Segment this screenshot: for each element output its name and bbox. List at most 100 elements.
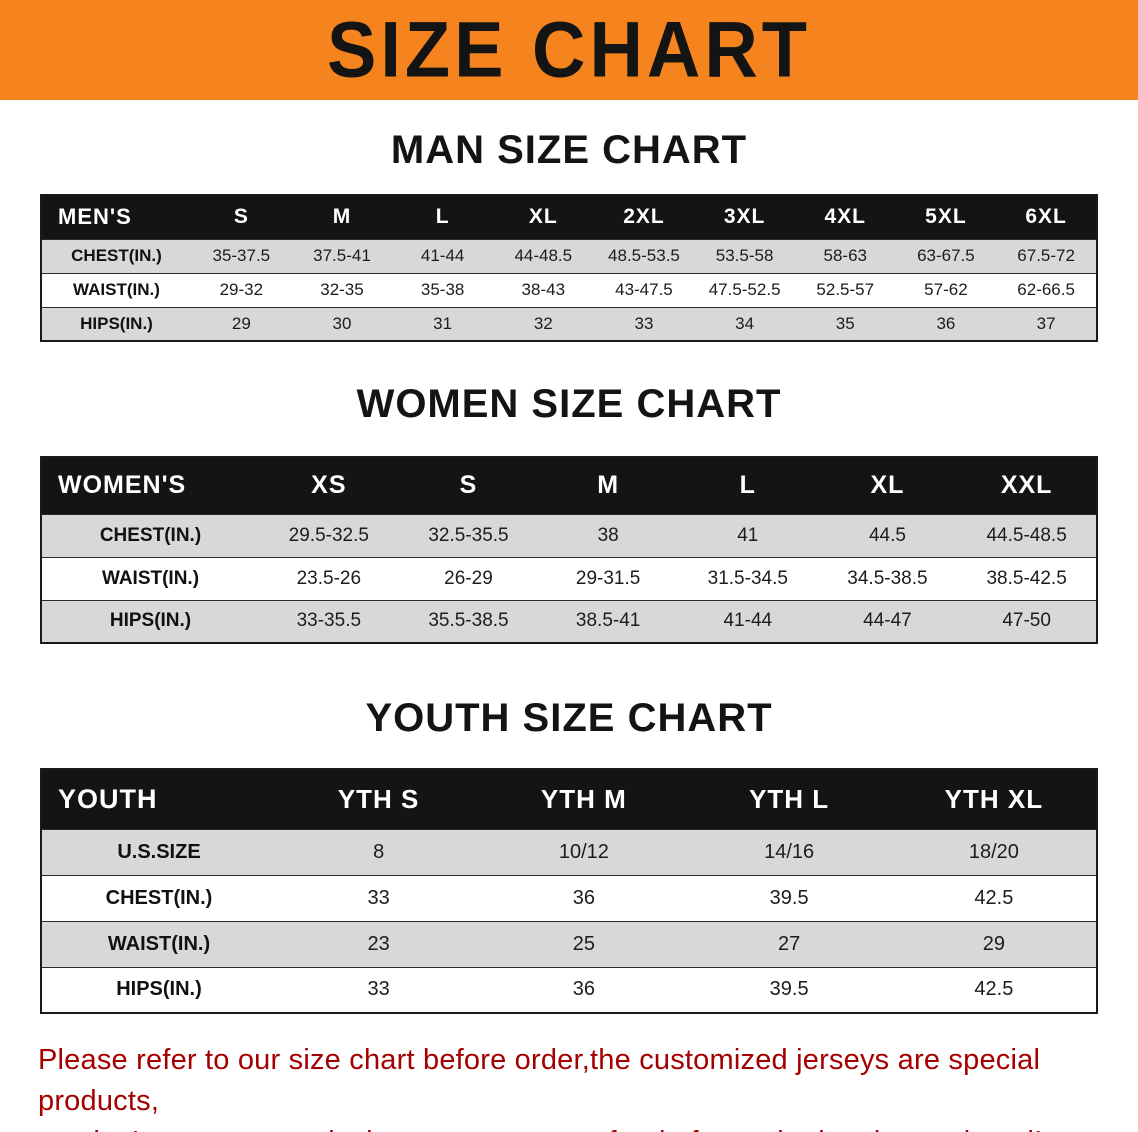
row-label: HIPS(IN.) (80, 313, 153, 333)
disclaimer-line-2: we don't accept cancel, change, teturn o… (38, 1122, 1118, 1132)
size-value-cell: 32 (533, 313, 553, 333)
table-header-row: WOMEN'S XS S M L XL XXL (41, 457, 1097, 514)
man-size-section: MAN SIZE CHART MEN'S S M L XL 2XL 3XL 4XL 5XL 6XL… (0, 128, 1138, 342)
youth-size-chart-heading: YOUTH SIZE CHART (365, 696, 773, 740)
size-value-cell: 42.5 (974, 978, 1014, 1001)
row-label: HIPS(IN.) (109, 610, 192, 632)
size-value-cell: 47-50 (1002, 610, 1051, 632)
size-value-cell: 29 (231, 313, 251, 333)
size-value-cell: 38 (597, 524, 619, 546)
size-value-cell: 36 (936, 313, 956, 333)
size-value-cell: 35-38 (420, 280, 465, 299)
size-value-cell: 44-48.5 (514, 246, 573, 265)
row-label: CHEST(IN.) (105, 886, 213, 909)
size-value-cell: 52.5-57 (816, 280, 875, 299)
size-value-cell: 29.5-32.5 (288, 524, 369, 546)
size-column-header: XL (492, 195, 594, 239)
size-column-header: M (291, 195, 393, 239)
size-chart-banner: SIZE CHART (0, 0, 1138, 100)
table-row: U.S.SIZE 8 10/12 14/16 18/20 (41, 829, 1097, 875)
size-value-cell: 38.5-42.5 (986, 567, 1067, 589)
size-value-cell: 37 (1036, 313, 1056, 333)
women-size-chart-heading: WOMEN SIZE CHART (356, 382, 782, 426)
size-value-cell: 35.5-38.5 (428, 610, 509, 632)
size-column-header: YTH M (481, 769, 687, 829)
size-value-cell: 62-66.5 (1017, 280, 1075, 299)
size-value-cell: 63-67.5 (917, 246, 975, 265)
size-value-cell: 23.5-26 (296, 567, 362, 589)
women-size-table: WOMEN'S XS S M L XL XXL CHEST(IN.) 29.5-32.5 32.5… (40, 456, 1098, 644)
size-value-cell: 53.5-58 (715, 246, 774, 265)
size-value-cell: 41 (737, 524, 759, 546)
table-title-cell: WOMEN'S (41, 457, 259, 514)
size-column-header: 4XL (794, 195, 896, 239)
table-title-cell: YOUTH (41, 769, 276, 829)
disclaimer: Please refer to our size chart before or… (38, 1040, 1118, 1132)
size-value-cell: 67.5-72 (1017, 246, 1075, 265)
row-label: HIPS(IN.) (116, 978, 202, 1001)
size-value-cell: 32-35 (320, 280, 364, 299)
table-row: HIPS(IN.) 33-35.5 35.5-38.5 38.5-41 41-44 44-… (41, 600, 1097, 643)
size-column-header: XS (259, 457, 399, 514)
size-value-cell: 26-29 (444, 567, 493, 589)
men-size-table: MEN'S S M L XL 2XL 3XL 4XL 5XL 6XL CHEST(IN.) 35-37… (40, 194, 1098, 342)
table-header-row: YOUTH YTH S YTH M YTH L YTH XL (41, 769, 1097, 829)
size-column-header: 3XL (694, 195, 795, 239)
row-label: CHEST(IN.) (71, 246, 162, 265)
size-column-header: XXL (957, 457, 1097, 514)
size-value-cell: 29-31.5 (575, 567, 641, 589)
size-value-cell: 39.5 (769, 886, 809, 909)
size-value-cell: 25 (572, 932, 595, 955)
size-value-cell: 31.5-34.5 (707, 567, 788, 589)
table-row: CHEST(IN.) 33 36 39.5 42.5 (41, 875, 1097, 921)
size-value-cell: 23 (367, 932, 390, 955)
size-value-cell: 33 (367, 886, 390, 909)
size-value-cell: 36 (572, 978, 595, 1001)
size-value-cell: 14/16 (764, 840, 815, 863)
size-value-cell: 32.5-35.5 (428, 524, 509, 546)
size-value-cell: 44.5 (868, 524, 906, 546)
size-column-header: YTH XL (891, 769, 1097, 829)
size-column-header: XL (817, 457, 958, 514)
row-label: CHEST(IN.) (99, 524, 202, 546)
row-label: U.S.SIZE (117, 840, 201, 863)
size-column-header: 5XL (895, 195, 997, 239)
size-value-cell: 30 (332, 313, 352, 333)
size-column-header: YTH S (276, 769, 482, 829)
size-value-cell: 27 (778, 932, 801, 955)
size-value-cell: 10/12 (558, 840, 609, 863)
size-value-cell: 57-62 (924, 280, 968, 299)
size-value-cell: 29 (982, 932, 1005, 955)
size-value-cell: 31 (433, 313, 453, 333)
size-column-header: M (538, 457, 678, 514)
table-row: HIPS(IN.) 29 30 31 32 33 34 35 36 37 (41, 307, 1097, 341)
row-label: WAIST(IN.) (73, 280, 160, 299)
size-value-cell: 58-63 (823, 246, 867, 265)
table-header-row: MEN'S S M L XL 2XL 3XL 4XL 5XL 6XL (41, 195, 1097, 239)
size-column-header: S (191, 195, 292, 239)
size-value-cell: 38-43 (521, 280, 566, 299)
size-value-cell: 37.5-41 (313, 246, 371, 265)
table-row: WAIST(IN.) 23.5-26 26-29 29-31.5 31.5-34.5 34… (41, 557, 1097, 600)
table-row: WAIST(IN.) 23 25 27 29 (41, 921, 1097, 967)
size-value-cell: 41-44 (723, 610, 773, 632)
size-value-cell: 33-35.5 (296, 610, 362, 632)
table-row: CHEST(IN.) 35-37.5 37.5-41 41-44 44-48.5 48.5… (41, 239, 1097, 273)
size-column-header: 6XL (996, 195, 1097, 239)
size-value-cell: 35-37.5 (212, 246, 271, 265)
size-column-header: S (398, 457, 539, 514)
size-value-cell: 47.5-52.5 (708, 280, 781, 299)
size-value-cell: 34 (735, 313, 755, 333)
size-value-cell: 36 (572, 886, 595, 909)
size-column-header: 2XL (593, 195, 695, 239)
table-title-cell: MEN'S (41, 195, 191, 239)
size-value-cell: 44-47 (863, 610, 912, 632)
size-value-cell: 33 (367, 978, 390, 1001)
size-value-cell: 41-44 (420, 246, 465, 265)
size-column-header: L (392, 195, 493, 239)
size-value-cell: 42.5 (974, 886, 1014, 909)
size-value-cell: 48.5-53.5 (608, 246, 680, 265)
size-value-cell: 34.5-38.5 (847, 567, 928, 589)
disclaimer-line-1: Please refer to our size chart before or… (38, 1044, 1041, 1118)
size-value-cell: 18/20 (968, 840, 1019, 863)
